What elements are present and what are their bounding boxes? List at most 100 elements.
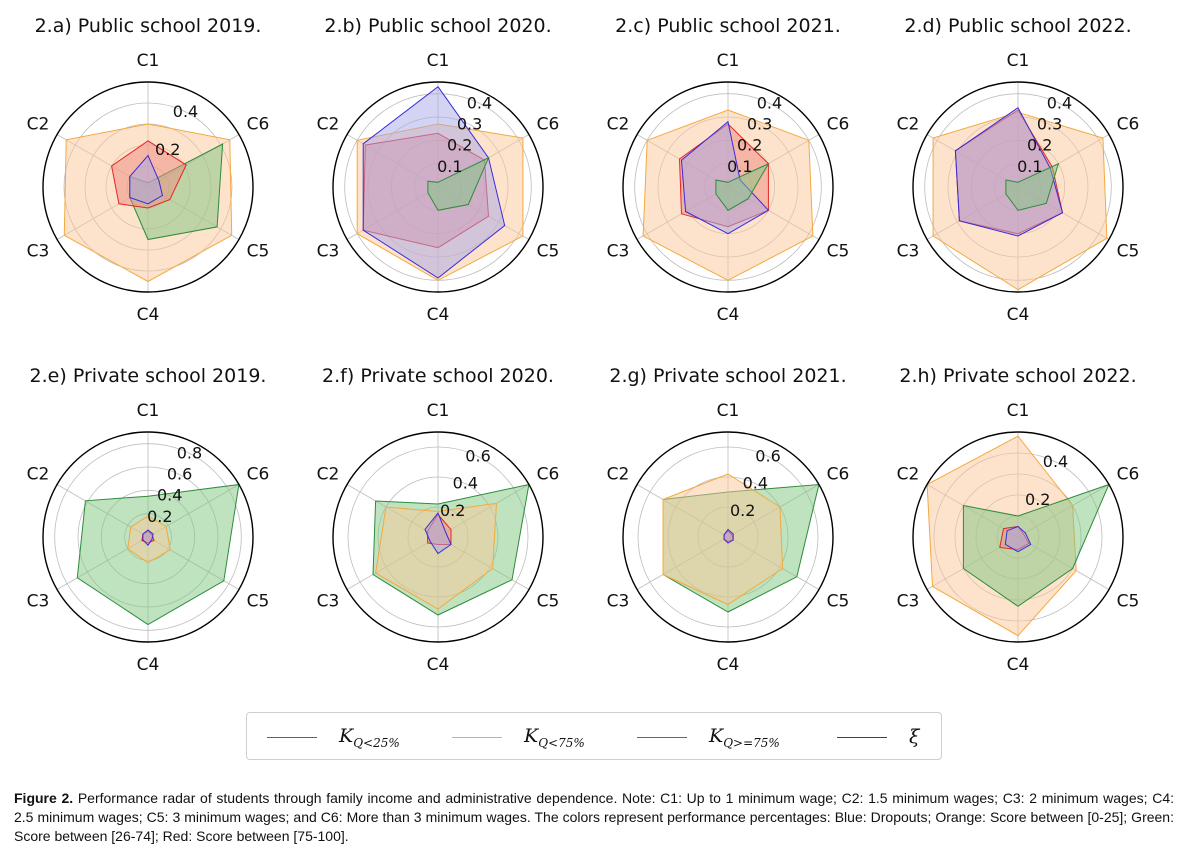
axis-label-c3: C3 <box>897 242 920 262</box>
axis-label-c1: C1 <box>427 51 450 71</box>
axis-label-c5: C5 <box>1117 242 1140 262</box>
radar-chart-8: 2.h) Private school 2022. 0.2 0.4 C1 C6 C5 C4 C… <box>897 365 1140 675</box>
axis-label-c2: C2 <box>897 115 920 135</box>
series-orange <box>662 473 784 606</box>
axis-label-c2: C2 <box>317 115 340 135</box>
legend-item-orange: KQ<75% <box>452 713 585 761</box>
legend-label-green: KQ>=75% <box>709 724 780 750</box>
radar-chart-7: 2.g) Private school 2021. 0.2 0.4 0.6 C1 C6 C5… <box>607 365 850 675</box>
radar-chart-6: 2.f) Private school 2020. 0.2 0.4 0.6 C1 C6 C5… <box>317 365 560 675</box>
axis-label-c3: C3 <box>317 592 340 612</box>
ring-label: 0.3 <box>457 115 482 134</box>
ring-label: 0.4 <box>467 93 492 112</box>
legend-item-green: KQ>=75% <box>637 713 780 761</box>
axis-label-c4: C4 <box>137 305 160 325</box>
axis-label-c6: C6 <box>1117 115 1140 135</box>
ring-label: 0.2 <box>155 140 180 159</box>
axis-label-c1: C1 <box>427 401 450 421</box>
axis-label-c3: C3 <box>897 592 920 612</box>
axis-label-c5: C5 <box>247 242 270 262</box>
radar-chart-1: 2.a) Public school 2019. 0.2 0.4 C1 C6 C5 C4 C3… <box>27 15 270 325</box>
legend-item-blue: ξ <box>837 713 919 761</box>
axis-label-c4: C4 <box>137 655 160 675</box>
outer-frame <box>42 81 254 293</box>
ring-label: 0.2 <box>147 507 172 526</box>
legend-item-red: KQ<25% <box>267 713 400 761</box>
legend-swatch-orange <box>452 736 502 738</box>
ring-label: 0.4 <box>1043 452 1068 471</box>
axis-label-c4: C4 <box>1007 305 1030 325</box>
axis-label-c5: C5 <box>247 592 270 612</box>
axis-label-c6: C6 <box>827 115 850 135</box>
ring-label: 0.2 <box>440 501 465 520</box>
axis-label-c3: C3 <box>27 592 50 612</box>
series-blue <box>129 154 164 205</box>
legend-label-red: KQ<25% <box>339 724 400 750</box>
legend-swatch-blue <box>837 736 887 738</box>
axis-label-c1: C1 <box>717 51 740 71</box>
axis-label-c3: C3 <box>27 242 50 262</box>
caption-bold: Figure 2. <box>14 790 74 806</box>
axis-label-c2: C2 <box>897 465 920 485</box>
axis-label-c1: C1 <box>137 51 160 71</box>
axis-label-c6: C6 <box>1117 465 1140 485</box>
legend-swatch-red <box>267 736 317 738</box>
ring-label: 0.6 <box>465 446 490 465</box>
ring-label: 0.4 <box>757 93 782 112</box>
radar-chart-4: 2.d) Public school 2022. 0.1 0.2 0.3 0.4 C1 C6… <box>897 15 1140 325</box>
axis-label-c4: C4 <box>717 655 740 675</box>
ring-label: 0.4 <box>173 102 198 121</box>
chart-title: 2.c) Public school 2021. <box>615 15 841 37</box>
ring-label: 0.1 <box>1017 157 1042 176</box>
series-blue <box>1004 525 1032 553</box>
legend: KQ<25% KQ<75% KQ>=75% ξ <box>246 712 942 760</box>
radar-figure: 2.a) Public school 2019. 0.2 0.4 C1 C6 C5 C4 C3… <box>27 15 1140 675</box>
chart-title: 2.h) Private school 2022. <box>899 365 1136 387</box>
axis-label-c5: C5 <box>827 242 850 262</box>
series-blue <box>723 528 734 544</box>
chart-title: 2.a) Public school 2019. <box>35 15 262 37</box>
outer-frame <box>912 431 1124 643</box>
grid-ring <box>347 446 529 628</box>
axis-label-c2: C2 <box>317 465 340 485</box>
ring-label: 0.6 <box>167 465 192 484</box>
outer-frame <box>912 81 1124 293</box>
axis-label-c1: C1 <box>1007 51 1030 71</box>
axis-label-c4: C4 <box>717 305 740 325</box>
grid-ring <box>54 443 242 631</box>
axis-label-c2: C2 <box>607 115 630 135</box>
radar-chart-5: 2.e) Private school 2019. 0.2 0.4 0.6 0.8 C1 C… <box>27 365 270 675</box>
ring-label: 0.3 <box>1037 115 1062 134</box>
ring-label: 0.2 <box>1025 490 1050 509</box>
ring-label: 0.3 <box>747 115 772 134</box>
axis-label-c6: C6 <box>247 115 270 135</box>
figure-caption: Figure 2. Performance radar of students … <box>14 789 1174 846</box>
chart-title: 2.g) Private school 2021. <box>609 365 846 387</box>
legend-label-blue: ξ <box>909 726 920 748</box>
series-blue <box>142 529 154 546</box>
axis-label-c2: C2 <box>607 465 630 485</box>
axis-label-c3: C3 <box>317 242 340 262</box>
axis-label-c6: C6 <box>537 115 560 135</box>
chart-title: 2.d) Public school 2022. <box>904 15 1131 37</box>
ring-label: 0.2 <box>1027 136 1052 155</box>
ring-label: 0.2 <box>737 136 762 155</box>
series-green <box>1005 162 1060 211</box>
series-orange <box>375 502 498 610</box>
outer-frame <box>332 81 544 293</box>
ring-label: 0.6 <box>755 446 780 465</box>
outer-frame <box>42 431 254 643</box>
series-green <box>427 156 490 211</box>
ring-label: 0.1 <box>437 157 462 176</box>
axis-label-c5: C5 <box>537 592 560 612</box>
radar-chart-3: 2.c) Public school 2021. 0.1 0.2 0.3 0.4 C1 C6… <box>607 15 850 325</box>
ring-label: 0.8 <box>177 443 202 462</box>
ring-label: 0.4 <box>453 474 478 493</box>
series-blue <box>424 512 452 555</box>
ring-label: 0.4 <box>157 486 182 505</box>
axis-label-c1: C1 <box>1007 401 1030 421</box>
outer-frame <box>332 431 544 643</box>
chart-title: 2.f) Private school 2020. <box>322 365 554 387</box>
axis-label-c5: C5 <box>827 592 850 612</box>
axis-label-c5: C5 <box>1117 592 1140 612</box>
